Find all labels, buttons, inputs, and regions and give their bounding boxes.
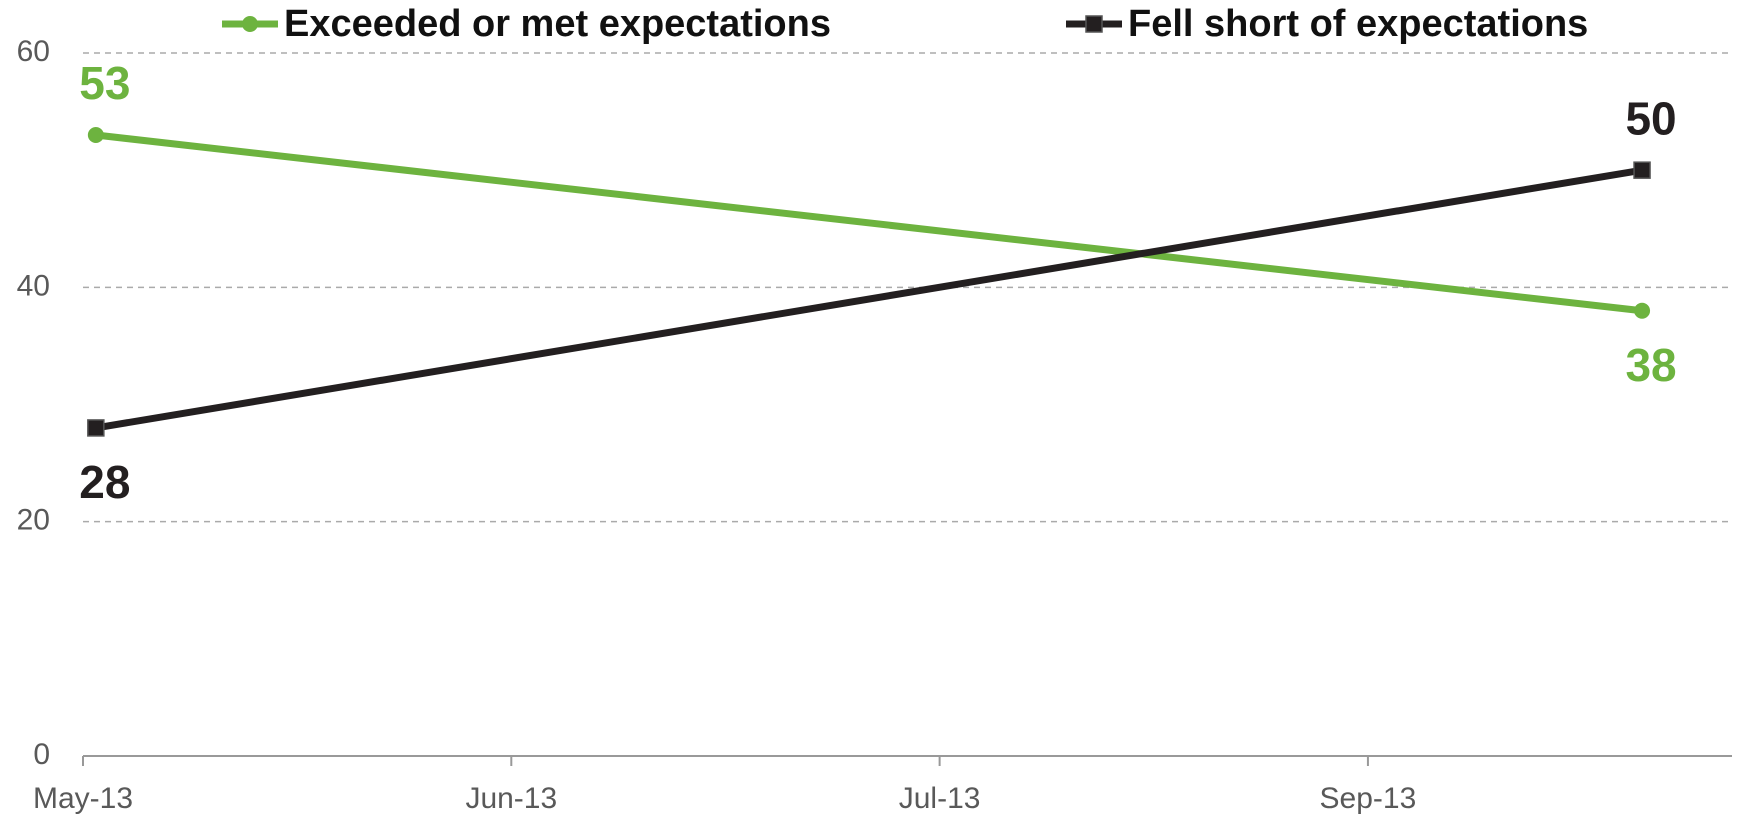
data-point bbox=[87, 127, 104, 144]
data-label: 28 bbox=[79, 456, 130, 508]
data-label: 53 bbox=[79, 57, 130, 109]
series-line bbox=[95, 131, 1643, 315]
legend-marker bbox=[242, 16, 258, 32]
data-label: 50 bbox=[1625, 92, 1676, 144]
data-point bbox=[1633, 161, 1651, 179]
data-point bbox=[1634, 302, 1651, 319]
legend-marker bbox=[1085, 15, 1103, 33]
y-tick-label: 20 bbox=[17, 504, 50, 537]
series-line bbox=[95, 166, 1643, 432]
y-tick-label: 60 bbox=[17, 35, 50, 68]
data-label: 38 bbox=[1625, 339, 1676, 391]
y-tick-label: 0 bbox=[33, 738, 50, 771]
y-tick-label: 40 bbox=[17, 269, 50, 302]
legend-label: Exceeded or met expectations bbox=[284, 3, 831, 45]
x-tick-label: May-13 bbox=[33, 782, 133, 815]
data-point bbox=[87, 419, 105, 437]
legend-label: Fell short of expectations bbox=[1128, 3, 1588, 45]
x-tick-label: Sep-13 bbox=[1320, 782, 1417, 815]
x-tick-label: Jun-13 bbox=[465, 782, 557, 815]
x-tick-label: Jul-13 bbox=[899, 782, 981, 815]
